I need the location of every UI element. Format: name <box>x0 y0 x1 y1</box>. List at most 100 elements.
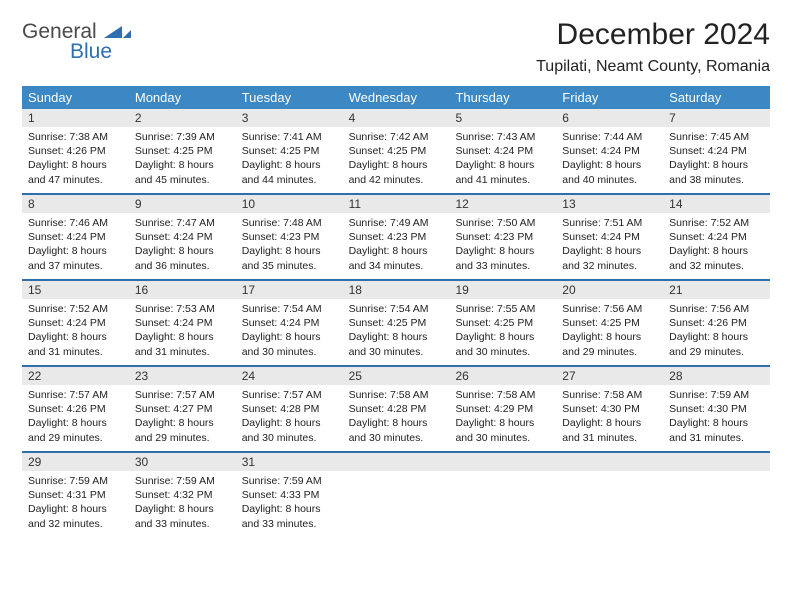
daylight-line1: Daylight: 8 hours <box>242 416 337 430</box>
day-details: Sunrise: 7:56 AMSunset: 4:25 PMDaylight:… <box>556 299 663 365</box>
day-cell: 10Sunrise: 7:48 AMSunset: 4:23 PMDayligh… <box>236 195 343 279</box>
day-cell: 13Sunrise: 7:51 AMSunset: 4:24 PMDayligh… <box>556 195 663 279</box>
sunrise-text: Sunrise: 7:54 AM <box>242 302 337 316</box>
day-cell: 4Sunrise: 7:42 AMSunset: 4:25 PMDaylight… <box>343 109 450 193</box>
day-cell: 17Sunrise: 7:54 AMSunset: 4:24 PMDayligh… <box>236 281 343 365</box>
weekday-header-row: Sunday Monday Tuesday Wednesday Thursday… <box>22 86 770 109</box>
daylight-line1: Daylight: 8 hours <box>562 158 657 172</box>
day-details: Sunrise: 7:57 AMSunset: 4:27 PMDaylight:… <box>129 385 236 451</box>
day-details: Sunrise: 7:42 AMSunset: 4:25 PMDaylight:… <box>343 127 450 193</box>
weekday-friday: Friday <box>556 86 663 109</box>
sunset-text: Sunset: 4:24 PM <box>242 316 337 330</box>
sunset-text: Sunset: 4:25 PM <box>562 316 657 330</box>
daylight-line2: and 38 minutes. <box>669 173 764 187</box>
sunset-text: Sunset: 4:23 PM <box>242 230 337 244</box>
day-number <box>556 453 663 471</box>
logo-text-blue: Blue <box>70 40 112 64</box>
daylight-line1: Daylight: 8 hours <box>669 158 764 172</box>
daylight-line1: Daylight: 8 hours <box>135 416 230 430</box>
day-details: Sunrise: 7:58 AMSunset: 4:30 PMDaylight:… <box>556 385 663 451</box>
sunrise-text: Sunrise: 7:56 AM <box>669 302 764 316</box>
daylight-line2: and 37 minutes. <box>28 259 123 273</box>
day-number: 12 <box>449 195 556 213</box>
day-number: 31 <box>236 453 343 471</box>
sunset-text: Sunset: 4:24 PM <box>135 230 230 244</box>
day-details: Sunrise: 7:51 AMSunset: 4:24 PMDaylight:… <box>556 213 663 279</box>
day-cell: 27Sunrise: 7:58 AMSunset: 4:30 PMDayligh… <box>556 367 663 451</box>
daylight-line2: and 30 minutes. <box>349 345 444 359</box>
calendar-page: General Blue December 2024 Tupilati, Nea… <box>0 0 792 555</box>
day-details: Sunrise: 7:43 AMSunset: 4:24 PMDaylight:… <box>449 127 556 193</box>
day-details: Sunrise: 7:58 AMSunset: 4:29 PMDaylight:… <box>449 385 556 451</box>
day-details: Sunrise: 7:52 AMSunset: 4:24 PMDaylight:… <box>663 213 770 279</box>
day-details: Sunrise: 7:46 AMSunset: 4:24 PMDaylight:… <box>22 213 129 279</box>
sunrise-text: Sunrise: 7:50 AM <box>455 216 550 230</box>
day-details <box>556 471 663 480</box>
sunset-text: Sunset: 4:24 PM <box>135 316 230 330</box>
sunset-text: Sunset: 4:23 PM <box>349 230 444 244</box>
day-cell: 11Sunrise: 7:49 AMSunset: 4:23 PMDayligh… <box>343 195 450 279</box>
weekday-tuesday: Tuesday <box>236 86 343 109</box>
sunset-text: Sunset: 4:30 PM <box>669 402 764 416</box>
daylight-line1: Daylight: 8 hours <box>349 158 444 172</box>
logo: General Blue <box>22 18 142 66</box>
sunset-text: Sunset: 4:33 PM <box>242 488 337 502</box>
day-cell: 9Sunrise: 7:47 AMSunset: 4:24 PMDaylight… <box>129 195 236 279</box>
sunset-text: Sunset: 4:28 PM <box>349 402 444 416</box>
day-details: Sunrise: 7:38 AMSunset: 4:26 PMDaylight:… <box>22 127 129 193</box>
daylight-line1: Daylight: 8 hours <box>242 244 337 258</box>
sunset-text: Sunset: 4:26 PM <box>669 316 764 330</box>
day-details: Sunrise: 7:54 AMSunset: 4:24 PMDaylight:… <box>236 299 343 365</box>
sunset-text: Sunset: 4:24 PM <box>455 144 550 158</box>
sunrise-text: Sunrise: 7:58 AM <box>455 388 550 402</box>
day-cell <box>556 453 663 537</box>
day-number: 14 <box>663 195 770 213</box>
day-number: 30 <box>129 453 236 471</box>
sunrise-text: Sunrise: 7:58 AM <box>562 388 657 402</box>
daylight-line1: Daylight: 8 hours <box>135 330 230 344</box>
day-number: 7 <box>663 109 770 127</box>
day-details: Sunrise: 7:53 AMSunset: 4:24 PMDaylight:… <box>129 299 236 365</box>
day-details: Sunrise: 7:57 AMSunset: 4:26 PMDaylight:… <box>22 385 129 451</box>
daylight-line2: and 29 minutes. <box>562 345 657 359</box>
day-cell: 6Sunrise: 7:44 AMSunset: 4:24 PMDaylight… <box>556 109 663 193</box>
daylight-line1: Daylight: 8 hours <box>135 244 230 258</box>
day-number: 24 <box>236 367 343 385</box>
daylight-line2: and 31 minutes. <box>669 431 764 445</box>
day-details: Sunrise: 7:45 AMSunset: 4:24 PMDaylight:… <box>663 127 770 193</box>
sunrise-text: Sunrise: 7:42 AM <box>349 130 444 144</box>
day-details: Sunrise: 7:47 AMSunset: 4:24 PMDaylight:… <box>129 213 236 279</box>
daylight-line1: Daylight: 8 hours <box>455 244 550 258</box>
sunrise-text: Sunrise: 7:56 AM <box>562 302 657 316</box>
sunset-text: Sunset: 4:24 PM <box>562 144 657 158</box>
logo-triangle-icon <box>104 24 132 42</box>
day-number: 3 <box>236 109 343 127</box>
sunset-text: Sunset: 4:24 PM <box>562 230 657 244</box>
daylight-line1: Daylight: 8 hours <box>242 330 337 344</box>
day-number: 15 <box>22 281 129 299</box>
sunrise-text: Sunrise: 7:59 AM <box>669 388 764 402</box>
daylight-line2: and 32 minutes. <box>28 517 123 531</box>
sunset-text: Sunset: 4:24 PM <box>28 230 123 244</box>
sunset-text: Sunset: 4:25 PM <box>349 316 444 330</box>
day-number <box>343 453 450 471</box>
day-number: 11 <box>343 195 450 213</box>
daylight-line2: and 31 minutes. <box>562 431 657 445</box>
weekday-saturday: Saturday <box>663 86 770 109</box>
sunset-text: Sunset: 4:26 PM <box>28 144 123 158</box>
daylight-line2: and 32 minutes. <box>669 259 764 273</box>
daylight-line2: and 47 minutes. <box>28 173 123 187</box>
weekday-thursday: Thursday <box>449 86 556 109</box>
day-cell: 16Sunrise: 7:53 AMSunset: 4:24 PMDayligh… <box>129 281 236 365</box>
daylight-line1: Daylight: 8 hours <box>455 416 550 430</box>
day-number: 20 <box>556 281 663 299</box>
day-number <box>663 453 770 471</box>
day-cell: 23Sunrise: 7:57 AMSunset: 4:27 PMDayligh… <box>129 367 236 451</box>
sunset-text: Sunset: 4:24 PM <box>28 316 123 330</box>
sunrise-text: Sunrise: 7:52 AM <box>28 302 123 316</box>
day-number: 4 <box>343 109 450 127</box>
day-cell: 14Sunrise: 7:52 AMSunset: 4:24 PMDayligh… <box>663 195 770 279</box>
daylight-line2: and 29 minutes. <box>135 431 230 445</box>
day-details <box>343 471 450 480</box>
day-cell <box>449 453 556 537</box>
